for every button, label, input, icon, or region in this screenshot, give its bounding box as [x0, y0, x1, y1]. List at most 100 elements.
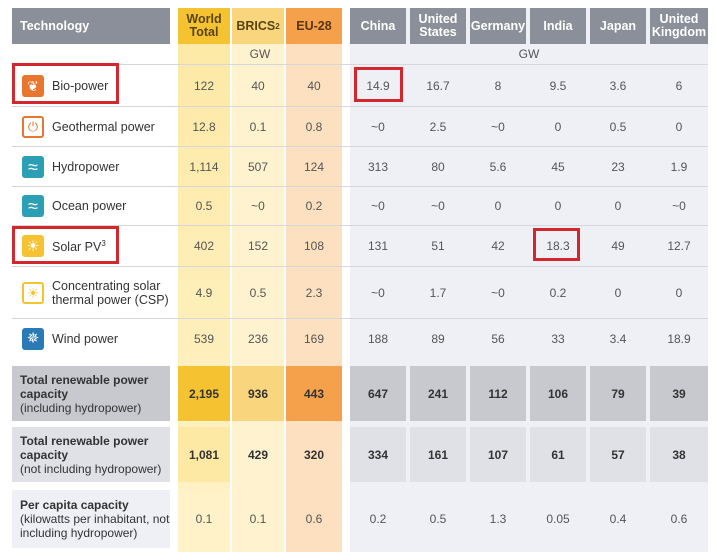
cell-eu28: 0.2 — [305, 199, 323, 213]
technology-label: Hydropower — [52, 160, 119, 174]
total-cell-japan: 0.4 — [590, 490, 646, 548]
cell-uk: ~0 — [672, 199, 686, 213]
total-cell-us: 0.5 — [410, 490, 466, 548]
cell-germany: 0 — [494, 199, 502, 213]
cell-japan: 23 — [611, 159, 625, 174]
wind-turbine-icon: ✵ — [22, 327, 44, 350]
cell-brics: ~0 — [251, 199, 265, 213]
cell-china: ~0 — [371, 199, 385, 213]
total-title: Per capita capacity — [20, 498, 129, 512]
cell-world: 122 — [193, 78, 215, 93]
header-china: China — [350, 8, 406, 44]
cell-india: 33 — [551, 331, 565, 346]
total-cell-eu28: 320 — [286, 427, 342, 482]
technology-label: Solar PV3 — [52, 237, 106, 254]
total-row: Total renewable power capacity (not inclu… — [12, 427, 708, 482]
technology-cell: ❦ Bio-power — [12, 65, 170, 106]
total-note: (not including hydropower) — [20, 461, 162, 476]
cell-us: 1.7 — [429, 285, 447, 300]
total-cell-eu28: 0.6 — [286, 490, 342, 548]
cell-uk: 1.9 — [670, 159, 688, 174]
unit-right: GW — [518, 47, 540, 61]
cell-brics: 0.1 — [249, 119, 267, 134]
cell-uk: 18.9 — [667, 331, 691, 346]
highlight-india-solar-pv — [533, 228, 580, 261]
total-cell-india: 106 — [530, 366, 586, 421]
cell-world: 0.5 — [195, 199, 213, 213]
total-label-cell: Total renewable power capacity (including… — [12, 366, 170, 421]
total-cell-china: 647 — [350, 366, 406, 421]
cell-us: 16.7 — [426, 78, 450, 93]
total-cell-brics: 0.1 — [232, 490, 284, 548]
total-note: (including hydropower) — [20, 400, 142, 415]
technology-cell: ≈ Ocean power — [12, 187, 170, 225]
cell-brics: 152 — [247, 239, 269, 253]
cell-world: 12.8 — [192, 119, 216, 134]
technology-label-text: Bio-power — [52, 78, 109, 93]
cell-japan: 49 — [611, 239, 625, 253]
technology-cell: ☀ Solar PV3 — [12, 226, 170, 266]
technology-label: Bio-power — [52, 79, 108, 93]
header-india: India — [530, 8, 586, 44]
cell-india: 18.3 — [546, 239, 570, 253]
technology-label-text: Concentrating solar thermal power (CSP) — [52, 278, 169, 307]
total-cell-brics: 429 — [232, 427, 284, 482]
technology-label: Concentrating solar thermal power (CSP) — [52, 279, 170, 307]
total-label: Total renewable power capacity (not inclu… — [12, 434, 170, 476]
total-cell-japan: 79 — [590, 366, 646, 421]
cell-eu28: 40 — [307, 78, 321, 93]
cell-germany: ~0 — [491, 119, 505, 134]
header-brics-footnote: 2 — [275, 21, 280, 31]
geothermal-icon: ⏻ — [22, 115, 44, 138]
leaf-icon: ❦ — [22, 74, 44, 97]
technology-cell: ✵ Wind power — [12, 319, 170, 358]
total-title: Total renewable power capacity — [20, 433, 149, 462]
cell-japan: 0 — [614, 285, 622, 300]
total-cell-germany: 107 — [470, 427, 526, 482]
table-row: ✵ Wind power 539 236 169 188 89 56 33 3.4 18.9 — [12, 318, 708, 358]
cell-eu28: 108 — [303, 239, 325, 253]
total-cell-world: 1,081 — [178, 427, 230, 482]
header-japan: Japan — [590, 8, 646, 44]
cell-brics: 507 — [247, 159, 269, 174]
technology-cell: ☀ Concentrating solar thermal power (CSP) — [12, 267, 170, 318]
total-row: Per capita capacity (kilowatts per inhabi… — [12, 490, 708, 548]
highlight-china-bio-power — [354, 67, 403, 102]
cell-world: 402 — [193, 239, 215, 253]
cell-eu28: 124 — [303, 159, 325, 174]
total-cell-us: 241 — [410, 366, 466, 421]
header-united-states: United States — [410, 8, 466, 44]
cell-germany: 8 — [494, 78, 502, 93]
total-cell-china: 0.2 — [350, 490, 406, 548]
technology-label: Wind power — [52, 332, 118, 346]
cell-eu28: 2.3 — [305, 285, 323, 300]
total-cell-uk: 39 — [650, 366, 708, 421]
total-title: Total renewable power capacity — [20, 372, 149, 401]
total-label-cell: Total renewable power capacity (not inclu… — [12, 427, 170, 482]
footnote-marker: 3 — [101, 239, 106, 249]
header-eu28: EU-28 — [286, 8, 342, 44]
header-united-kingdom: United Kingdom — [650, 8, 708, 44]
cell-us: ~0 — [431, 199, 445, 213]
header-world-total: World Total — [178, 8, 230, 44]
table-row: ❦ Bio-power 122 40 40 14.9 16.7 8 9.5 3.6 6 — [12, 64, 708, 106]
table-row: ☀ Concentrating solar thermal power (CSP)… — [12, 266, 708, 318]
cell-china: 313 — [367, 159, 389, 174]
technology-label-text: Wind power — [52, 331, 118, 346]
header-germany: Germany — [470, 8, 526, 44]
technology-label-text: Ocean power — [52, 199, 127, 213]
cell-india: 0 — [554, 119, 562, 134]
total-cell-china: 334 — [350, 427, 406, 482]
cell-world: 4.9 — [195, 285, 213, 300]
cell-brics: 40 — [251, 78, 265, 93]
total-label-cell: Per capita capacity (kilowatts per inhabi… — [12, 490, 170, 548]
total-note: (kilowatts per inhabitant, not including… — [20, 512, 170, 540]
cell-germany: 42 — [491, 239, 505, 253]
cell-china: 14.9 — [366, 78, 390, 93]
technology-label-text: Hydropower — [52, 159, 120, 174]
technology-label: Ocean power — [52, 199, 126, 213]
cell-brics: 0.5 — [249, 285, 267, 300]
total-cell-india: 0.05 — [530, 490, 586, 548]
total-cell-brics: 936 — [232, 366, 284, 421]
cell-china: 188 — [367, 331, 389, 346]
